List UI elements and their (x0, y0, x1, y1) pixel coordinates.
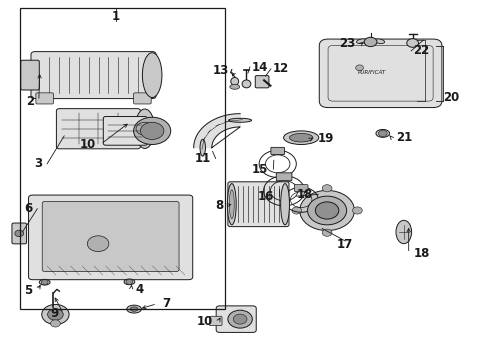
Ellipse shape (229, 190, 234, 219)
Text: 2: 2 (26, 95, 34, 108)
Ellipse shape (357, 39, 367, 44)
FancyBboxPatch shape (255, 76, 269, 88)
Ellipse shape (284, 131, 319, 144)
FancyBboxPatch shape (134, 93, 151, 104)
Circle shape (141, 122, 164, 139)
FancyBboxPatch shape (31, 51, 156, 99)
Ellipse shape (231, 77, 239, 85)
Text: 23: 23 (339, 37, 355, 50)
Text: PURIFICÁT: PURIFICÁT (358, 70, 386, 75)
Text: 16: 16 (258, 190, 274, 203)
Ellipse shape (376, 130, 390, 137)
Circle shape (308, 196, 346, 225)
Text: 15: 15 (252, 163, 269, 176)
Text: 21: 21 (396, 131, 413, 144)
Text: 12: 12 (272, 62, 289, 75)
FancyBboxPatch shape (294, 185, 308, 192)
Circle shape (322, 185, 332, 192)
Polygon shape (194, 114, 240, 148)
Circle shape (126, 279, 133, 284)
Text: 13: 13 (213, 64, 229, 77)
Circle shape (48, 309, 63, 320)
Text: 8: 8 (215, 199, 223, 212)
FancyBboxPatch shape (56, 109, 141, 149)
Text: 22: 22 (414, 44, 430, 57)
Circle shape (292, 207, 302, 214)
Ellipse shape (290, 134, 313, 142)
Text: 1: 1 (111, 10, 120, 23)
Circle shape (378, 130, 387, 136)
FancyBboxPatch shape (28, 195, 193, 280)
Ellipse shape (281, 184, 290, 225)
Text: 9: 9 (50, 307, 58, 320)
Circle shape (316, 202, 339, 219)
Text: 6: 6 (24, 202, 32, 215)
Text: 18: 18 (297, 188, 314, 201)
Ellipse shape (39, 279, 50, 285)
FancyBboxPatch shape (42, 202, 179, 271)
Ellipse shape (230, 84, 240, 89)
Ellipse shape (242, 80, 251, 88)
Text: 10: 10 (80, 138, 96, 150)
FancyBboxPatch shape (276, 173, 292, 181)
Text: 17: 17 (337, 238, 353, 251)
Text: 19: 19 (318, 132, 334, 145)
FancyBboxPatch shape (12, 223, 26, 244)
Ellipse shape (143, 53, 162, 98)
Circle shape (364, 37, 377, 46)
Ellipse shape (396, 220, 412, 244)
Text: 4: 4 (135, 283, 143, 296)
Text: 7: 7 (162, 297, 170, 310)
Ellipse shape (200, 139, 205, 156)
Text: 5: 5 (24, 284, 32, 297)
Ellipse shape (130, 307, 138, 311)
Ellipse shape (227, 184, 236, 225)
FancyBboxPatch shape (21, 60, 39, 90)
FancyBboxPatch shape (36, 93, 53, 104)
Circle shape (41, 280, 48, 285)
Circle shape (136, 122, 154, 135)
FancyBboxPatch shape (103, 117, 147, 145)
Text: 10: 10 (197, 315, 213, 328)
Text: 20: 20 (443, 91, 459, 104)
Text: 14: 14 (251, 60, 268, 73)
Circle shape (300, 190, 354, 230)
Circle shape (42, 305, 69, 324)
Bar (20, 8, 225, 309)
Circle shape (50, 320, 60, 327)
Circle shape (15, 230, 24, 237)
Circle shape (134, 117, 171, 144)
Circle shape (322, 229, 332, 236)
FancyBboxPatch shape (216, 306, 256, 332)
Ellipse shape (124, 279, 135, 285)
Ellipse shape (229, 118, 251, 122)
FancyBboxPatch shape (319, 39, 442, 108)
FancyBboxPatch shape (209, 316, 222, 325)
FancyBboxPatch shape (228, 182, 289, 226)
Circle shape (233, 314, 247, 324)
Circle shape (87, 236, 109, 252)
Circle shape (352, 207, 362, 214)
Circle shape (407, 39, 418, 47)
Circle shape (228, 310, 252, 328)
Circle shape (356, 65, 364, 71)
Text: 3: 3 (34, 157, 42, 170)
Text: 11: 11 (195, 152, 211, 165)
Ellipse shape (374, 39, 385, 44)
Text: 18: 18 (414, 247, 430, 260)
FancyBboxPatch shape (271, 147, 285, 154)
Ellipse shape (135, 109, 155, 148)
Ellipse shape (127, 305, 142, 313)
